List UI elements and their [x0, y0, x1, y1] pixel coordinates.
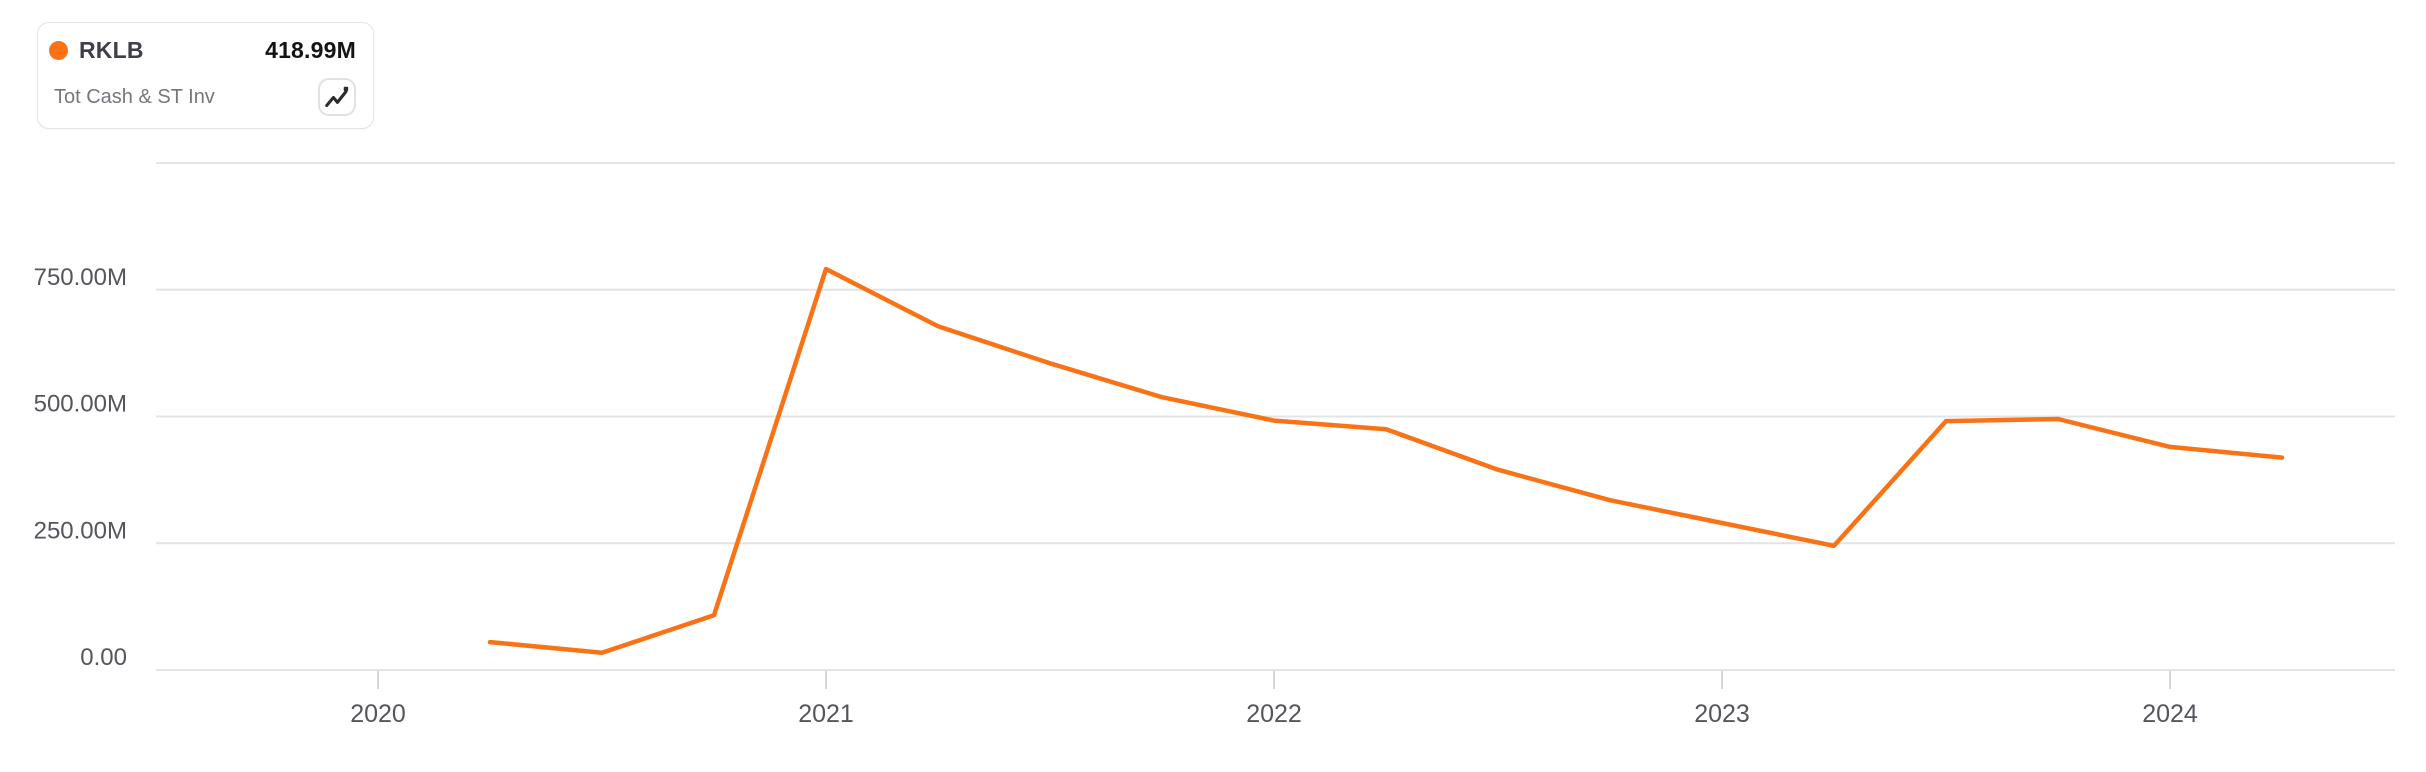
latest-value: 418.99M [265, 37, 356, 63]
series-color-dot [49, 41, 68, 60]
series-group [487, 266, 2285, 656]
ticker-symbol: RKLB [79, 37, 144, 63]
y-axis-label: 750.00M [34, 264, 127, 291]
y-axis-labels: 0.00 250.00M 500.00M 750.00M [34, 264, 127, 671]
x-axis-label: 2024 [2142, 700, 2198, 728]
chart-type-button[interactable] [318, 78, 356, 116]
y-axis-label: 250.00M [34, 517, 127, 544]
gridlines [156, 162, 2395, 671]
y-axis-label: 500.00M [34, 391, 127, 418]
y-axis-label: 0.00 [80, 644, 127, 671]
x-axis-label: 2021 [798, 700, 854, 728]
x-axis-label: 2022 [1246, 700, 1302, 728]
x-axis-label: 2020 [350, 700, 406, 728]
x-axis [377, 671, 2171, 689]
series-legend-card: RKLB 418.99M Tot Cash & ST Inv [37, 22, 374, 129]
metric-name: Tot Cash & ST Inv [54, 85, 215, 108]
x-axis-labels: 2020 2021 2022 2023 2024 [350, 700, 2198, 728]
series-line[interactable] [487, 266, 2285, 656]
x-axis-label: 2023 [1694, 700, 1750, 728]
line-chart-icon [325, 86, 349, 108]
